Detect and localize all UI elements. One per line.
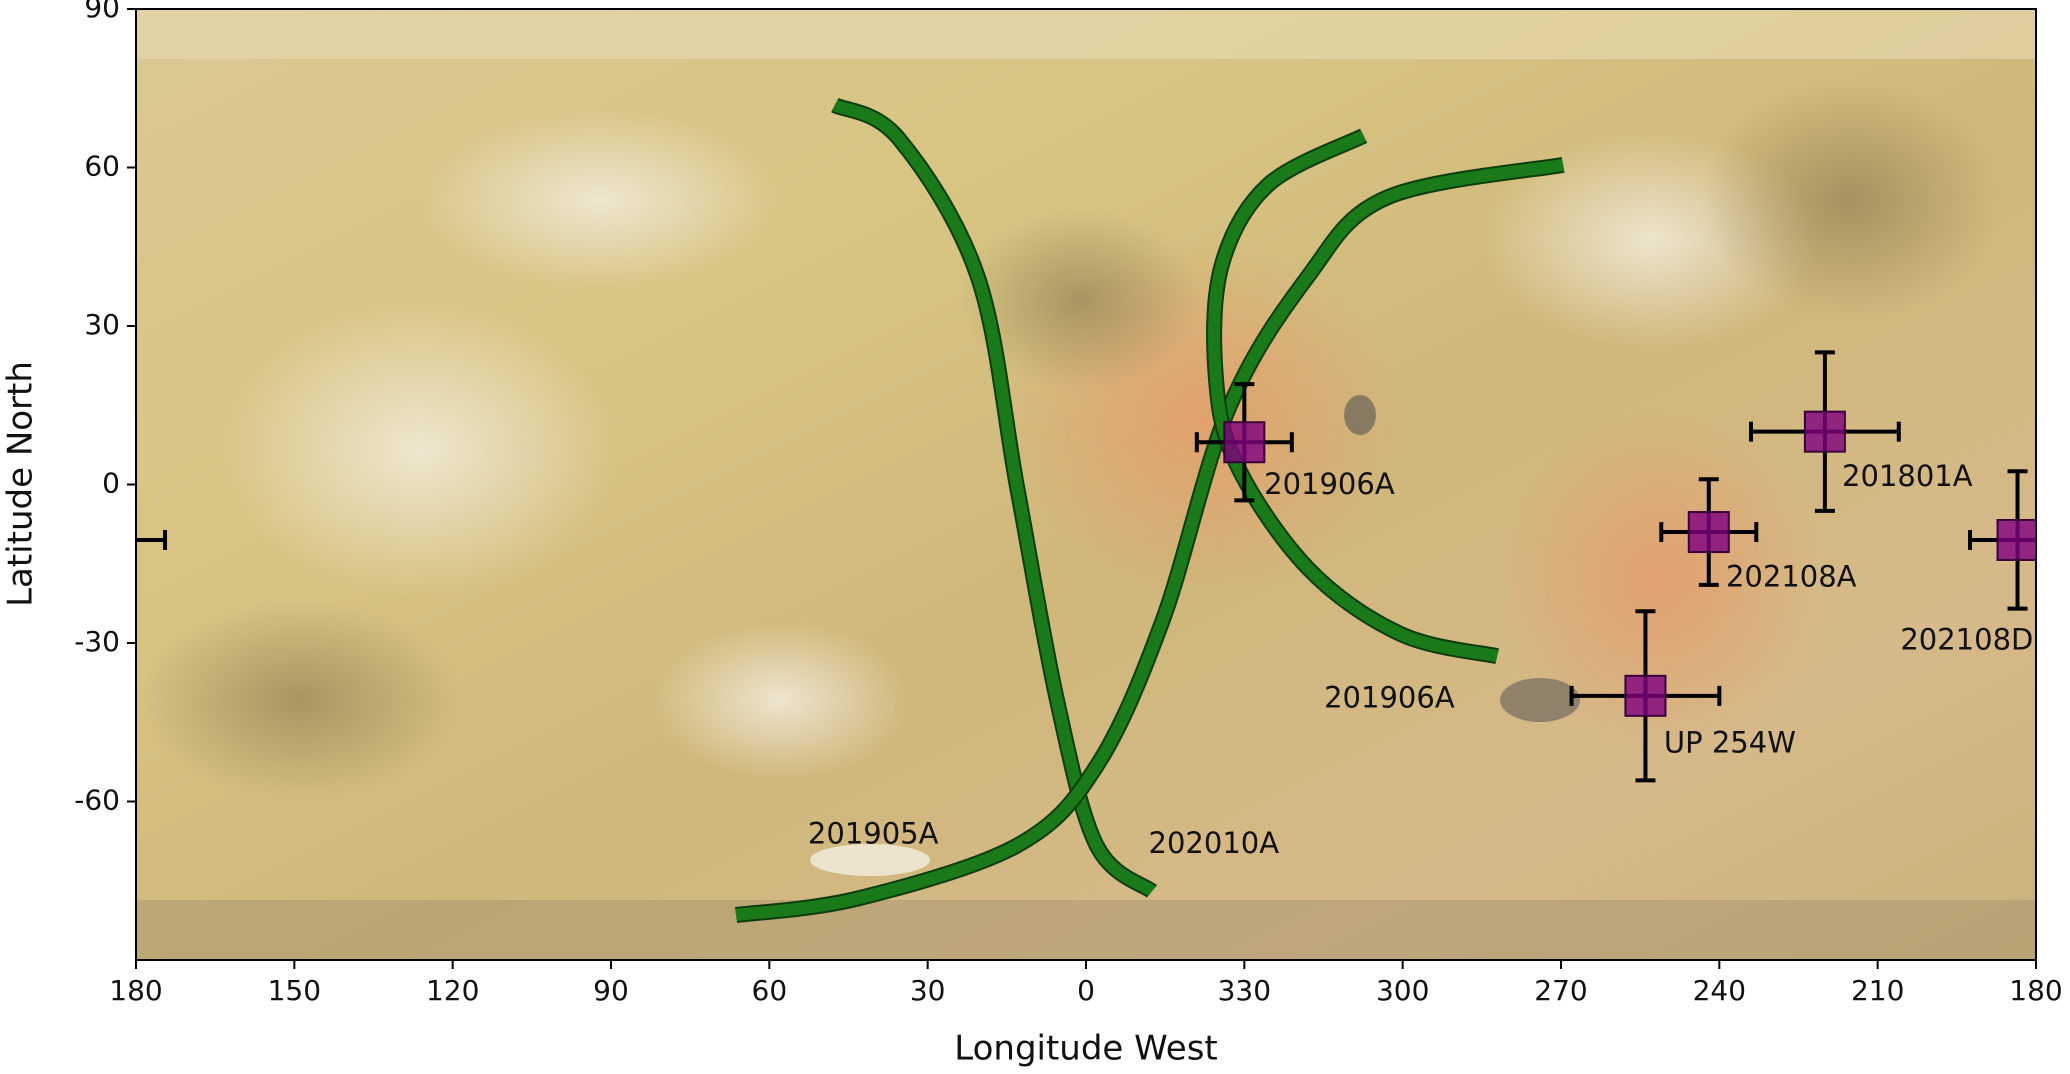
point-label: 201906A [1264, 467, 1395, 501]
point-label: 202108D [1900, 623, 2033, 657]
curve-label: 201906A [1324, 681, 1455, 715]
y-tick-label: -60 [74, 784, 120, 817]
x-tick-label: 180 [2009, 974, 2062, 1007]
x-tick-label: 0 [1077, 974, 1095, 1007]
x-tick-label: 330 [1218, 974, 1271, 1007]
x-axis-label: Longitude West [954, 1029, 1218, 1069]
x-tick-label: 150 [268, 974, 321, 1007]
y-tick-label: 60 [84, 150, 120, 183]
marker [1996, 518, 2036, 561]
map-background [136, 9, 2036, 960]
x-tick-label: 300 [1376, 974, 1429, 1007]
x-tick-label: 120 [426, 974, 479, 1007]
data-layer [136, 97, 2036, 924]
x-tick-label: 30 [910, 974, 946, 1007]
marker [1223, 421, 1266, 464]
marker [1624, 674, 1667, 717]
x-tick-label: 270 [1534, 974, 1587, 1007]
curve-label: 202010A [1149, 826, 1280, 860]
y-tick-label: 90 [84, 0, 120, 24]
y-tick-label: 30 [84, 308, 120, 341]
point-label: 201801A [1842, 459, 1973, 493]
curve [1208, 130, 1499, 663]
curve [832, 99, 1156, 897]
y-axis-label: Latitude North [1, 361, 41, 607]
x-tick-label: 90 [593, 974, 629, 1007]
curve [735, 158, 1565, 922]
x-tick-label: 210 [1851, 974, 1904, 1007]
marker [1687, 511, 1730, 554]
point-label: 202108A [1726, 559, 1857, 593]
marker [1803, 410, 1846, 453]
x-tick-label: 240 [1693, 974, 1746, 1007]
y-tick-label: -30 [74, 625, 120, 658]
y-tick-label: 0 [102, 467, 120, 500]
point-label: UP 254W [1664, 726, 1796, 760]
plot-layer: 180 150 120 90 60 30 0 330 300 270 240 210 180-60-30… [74, 0, 2062, 1007]
x-tick-label: 180 [109, 974, 162, 1007]
x-tick-label: 60 [752, 974, 788, 1007]
curve-label: 201905A [808, 817, 939, 851]
